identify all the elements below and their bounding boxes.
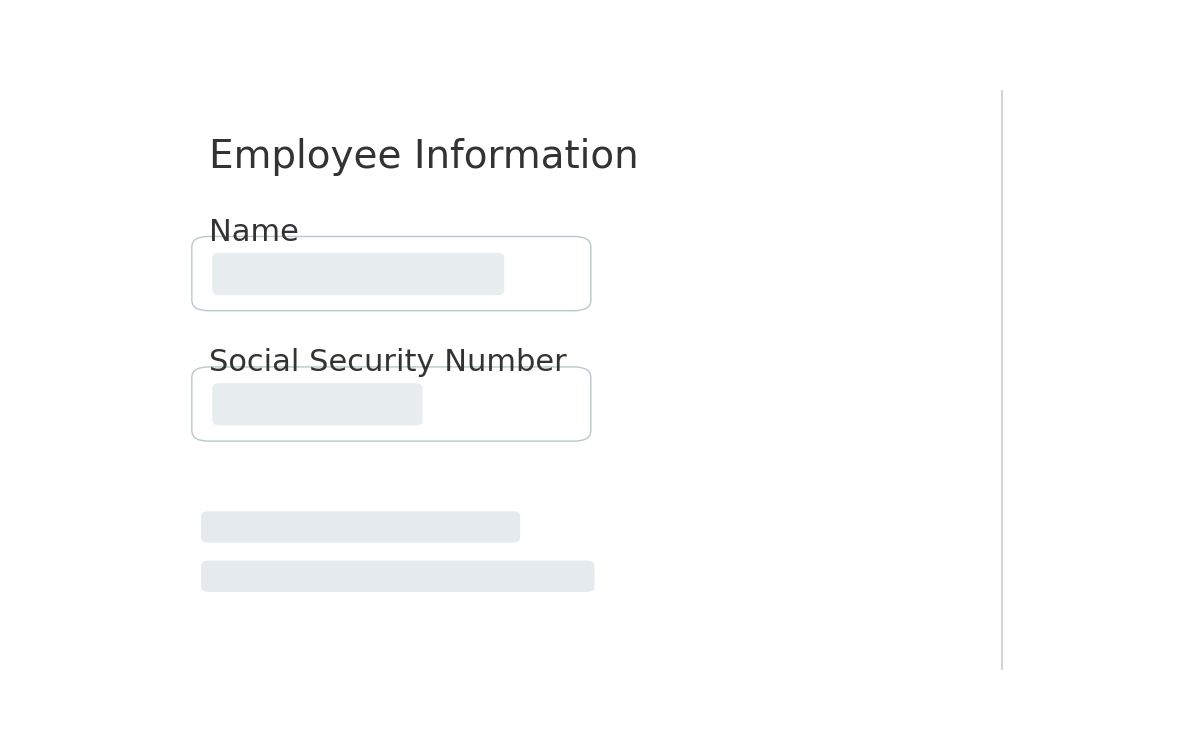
FancyBboxPatch shape xyxy=(192,367,590,441)
Text: Name: Name xyxy=(209,218,299,247)
Text: Employee Information: Employee Information xyxy=(209,138,638,176)
FancyBboxPatch shape xyxy=(212,253,504,295)
FancyBboxPatch shape xyxy=(212,383,422,425)
Text: Social Security Number: Social Security Number xyxy=(209,349,566,377)
FancyBboxPatch shape xyxy=(192,236,590,311)
FancyBboxPatch shape xyxy=(202,511,520,543)
FancyBboxPatch shape xyxy=(202,560,594,592)
